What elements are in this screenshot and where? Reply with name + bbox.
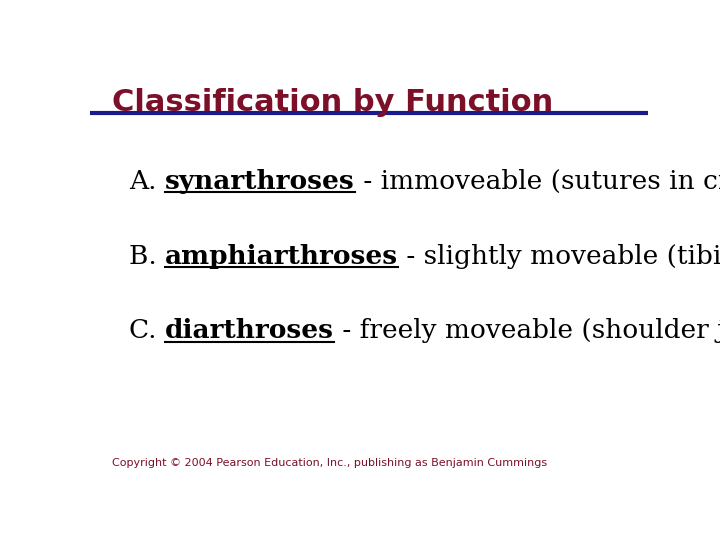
Text: A.: A. xyxy=(129,168,165,194)
Text: - immoveable (sutures in cranium): - immoveable (sutures in cranium) xyxy=(355,168,720,194)
Text: - freely moveable (shoulder joint): - freely moveable (shoulder joint) xyxy=(334,319,720,343)
Text: synarthroses: synarthroses xyxy=(165,168,355,194)
Text: diarthroses: diarthroses xyxy=(165,319,334,343)
Text: amphiarthroses: amphiarthroses xyxy=(165,244,398,268)
Text: C.: C. xyxy=(129,319,165,343)
Text: B.: B. xyxy=(129,244,165,268)
Text: Classification by Function: Classification by Function xyxy=(112,87,554,117)
Text: Copyright © 2004 Pearson Education, Inc., publishing as Benjamin Cummings: Copyright © 2004 Pearson Education, Inc.… xyxy=(112,458,547,468)
Text: - slightly moveable (tibia-fibula): - slightly moveable (tibia-fibula) xyxy=(398,244,720,268)
